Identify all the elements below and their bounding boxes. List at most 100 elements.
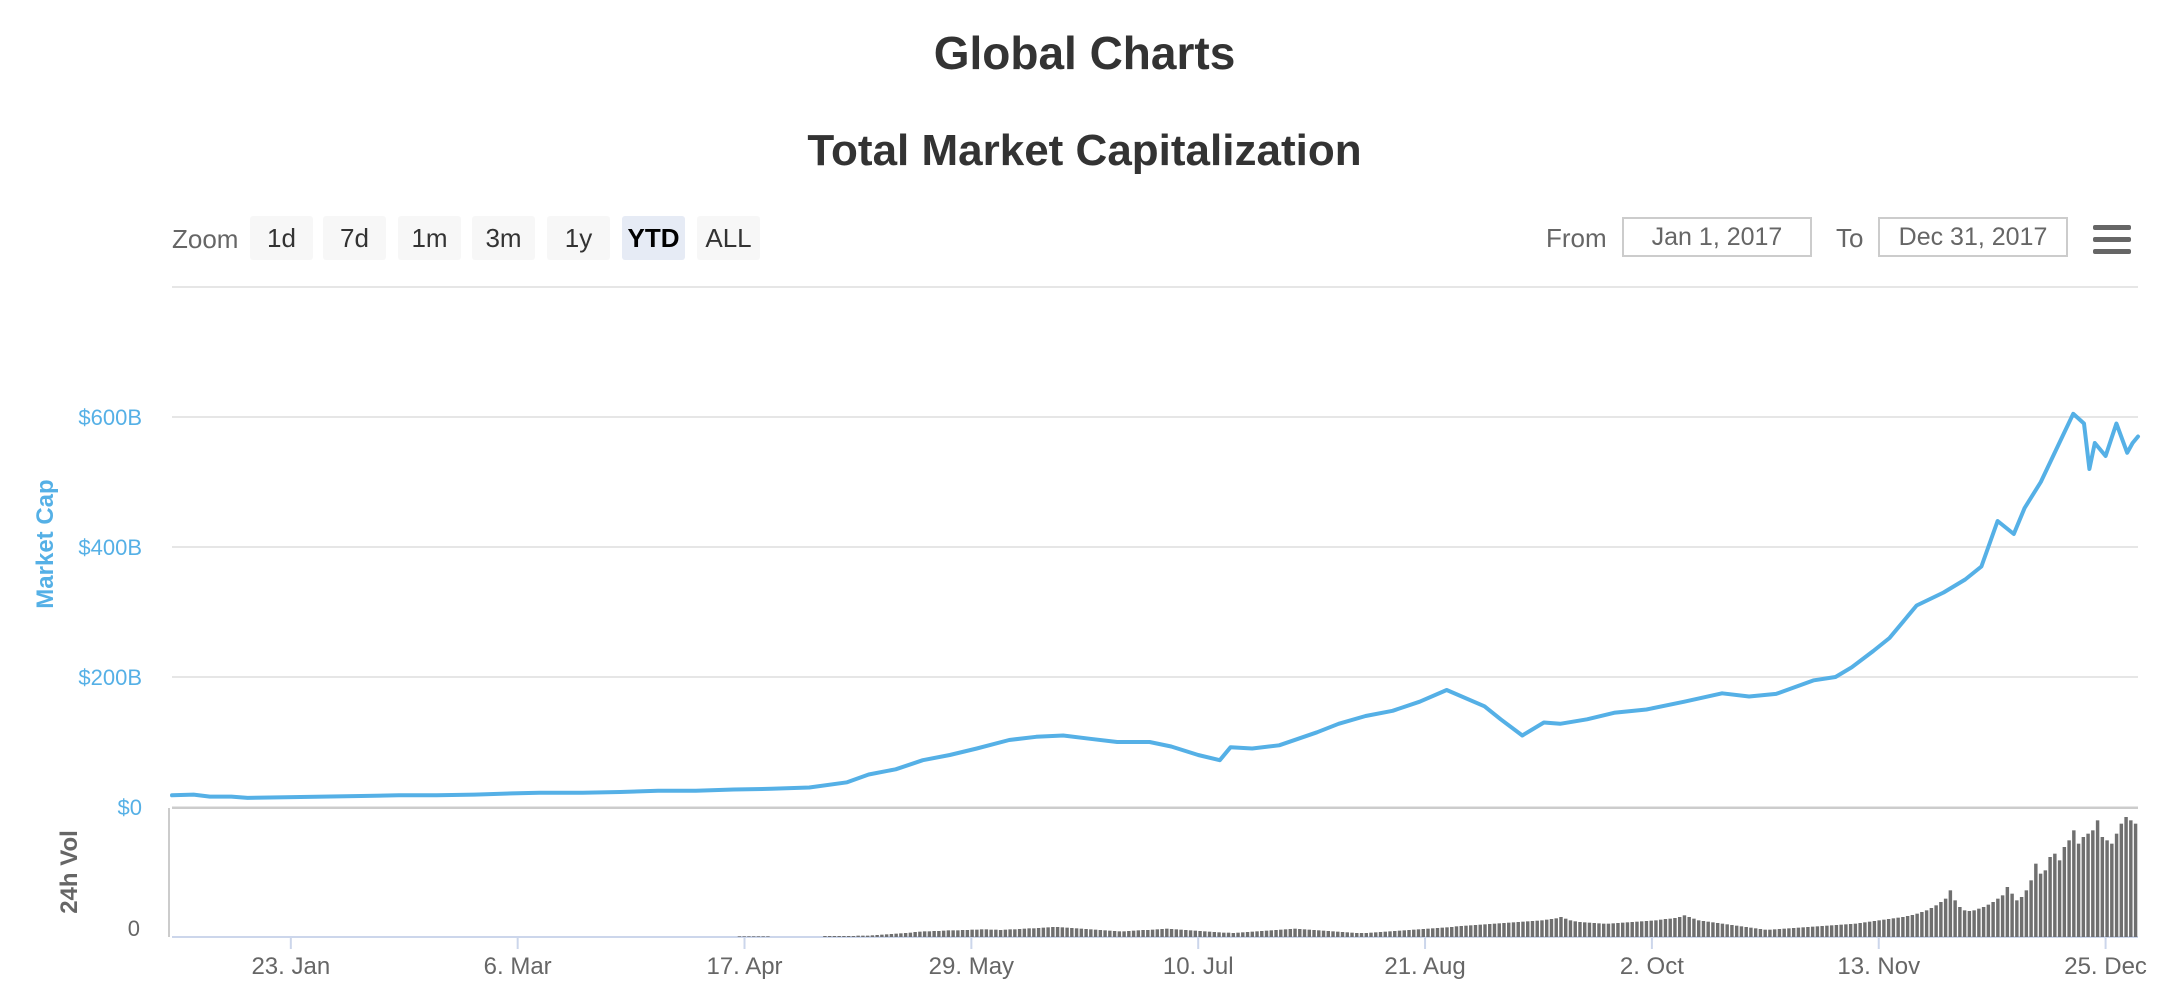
- volume-bar: [1046, 927, 1050, 937]
- volume-bar: [1763, 929, 1767, 937]
- y-tick-label: $200B: [78, 665, 142, 690]
- volume-bar: [1587, 922, 1592, 937]
- volume-bar: [884, 934, 889, 937]
- volume-bar: [1070, 928, 1074, 937]
- x-tick-label: 2. Oct: [1620, 953, 1684, 980]
- zoom-button-3m[interactable]: 3m: [472, 216, 535, 260]
- volume-bar: [1497, 923, 1501, 937]
- volume-bar: [1896, 917, 1900, 937]
- volume-bar: [1886, 919, 1891, 937]
- volume-bar: [1241, 932, 1245, 937]
- zoom-button-7d[interactable]: 7d: [323, 216, 386, 260]
- volume-bar: [2048, 857, 2052, 937]
- volume-bar: [2110, 843, 2114, 937]
- x-tick-label: 23. Jan: [251, 953, 330, 980]
- volume-bar: [1644, 921, 1649, 937]
- volume-bar: [1378, 932, 1383, 937]
- volume-bar: [1516, 922, 1520, 937]
- volume-bar: [1060, 927, 1065, 937]
- volume-bar: [865, 935, 870, 937]
- volume-bar: [1179, 929, 1183, 937]
- volume-bar: [1217, 932, 1221, 937]
- volume-bar: [1625, 922, 1630, 937]
- volume-bar: [918, 931, 922, 937]
- zoom-button-1m[interactable]: 1m: [398, 216, 461, 260]
- volume-bar: [1340, 932, 1345, 937]
- volume-bar: [1677, 917, 1682, 937]
- volume-bar: [1948, 890, 1953, 937]
- volume-bar: [1787, 928, 1791, 937]
- volume-bar: [951, 930, 955, 937]
- zoom-button-ytd[interactable]: YTD: [622, 216, 685, 260]
- zoom-button-1y[interactable]: 1y: [547, 216, 610, 260]
- volume-bar: [908, 932, 913, 937]
- volume-bar: [846, 936, 851, 937]
- hamburger-menu-icon[interactable]: [2093, 225, 2131, 255]
- volume-bar: [823, 936, 827, 937]
- volume-bar: [1611, 923, 1615, 937]
- volume-bar: [1326, 931, 1331, 937]
- volume-bar: [2019, 897, 2024, 937]
- volume-bar: [842, 936, 846, 937]
- volume-bar: [1274, 930, 1278, 937]
- volume-bar: [1350, 932, 1354, 937]
- volume-bar: [1905, 916, 1910, 937]
- volume-bar: [1283, 929, 1288, 937]
- volume-bar: [1815, 926, 1820, 937]
- page-title: Global Charts: [933, 27, 1236, 79]
- volume-bar: [1169, 929, 1174, 937]
- volume-bar: [1150, 929, 1155, 937]
- volume-bar: [1302, 929, 1307, 937]
- volume-bar: [2129, 820, 2133, 937]
- zoom-button-all[interactable]: ALL: [697, 216, 760, 260]
- volume-bar: [2076, 843, 2081, 937]
- volume-bar: [1663, 919, 1668, 937]
- volume-bar: [1929, 908, 1934, 937]
- volume-bar: [1117, 931, 1122, 937]
- volume-bar: [1848, 924, 1853, 937]
- volume-bar: [1901, 917, 1905, 937]
- from-label: From: [1546, 223, 1607, 253]
- volume-bar: [1692, 918, 1696, 937]
- volume-bar: [1582, 922, 1587, 937]
- volume-bar: [1074, 928, 1079, 937]
- volume-bar: [1174, 929, 1179, 937]
- volume-bar: [2010, 893, 2014, 937]
- volume-bar: [870, 935, 875, 937]
- volume-bar: [1312, 930, 1316, 937]
- volume-bar: [2095, 820, 2100, 937]
- volume-bar: [1943, 898, 1948, 937]
- volume-bar: [1630, 922, 1634, 937]
- volume-bar: [1972, 910, 1976, 937]
- volume-bar: [1844, 924, 1848, 937]
- to-date-input[interactable]: Dec 31, 2017: [1878, 217, 2068, 257]
- volume-bar: [1530, 921, 1535, 937]
- volume-bar: [1920, 912, 1924, 937]
- volume-bar: [1915, 913, 1919, 937]
- volume-bar: [1331, 931, 1335, 937]
- volume-bar: [1402, 930, 1406, 937]
- volume-bar: [1359, 933, 1364, 937]
- volume-bar: [737, 936, 742, 937]
- zoom-button-1d[interactable]: 1d: [250, 216, 313, 260]
- x-tick-label: 25. Dec: [2064, 953, 2147, 980]
- volume-bar: [1321, 930, 1326, 937]
- to-label: To: [1836, 223, 1864, 253]
- volume-bar: [1279, 929, 1283, 937]
- volume-bar: [1877, 920, 1881, 937]
- volume-bar: [2091, 830, 2095, 937]
- volume-bar: [1089, 929, 1093, 937]
- volume-bar: [1345, 932, 1350, 937]
- volume-bar: [937, 931, 941, 937]
- volume-bar: [1431, 928, 1435, 937]
- volume-bar: [1440, 927, 1444, 937]
- volume-bar: [1207, 931, 1212, 937]
- volume-bar: [1022, 928, 1027, 937]
- volume-bar: [1559, 917, 1563, 937]
- volume-bar: [1160, 929, 1164, 937]
- volume-bar: [1093, 929, 1098, 937]
- volume-bar: [832, 936, 837, 937]
- volume-bar: [1473, 925, 1478, 937]
- from-date-input[interactable]: Jan 1, 2017: [1622, 217, 1812, 257]
- volume-bar: [1027, 928, 1031, 937]
